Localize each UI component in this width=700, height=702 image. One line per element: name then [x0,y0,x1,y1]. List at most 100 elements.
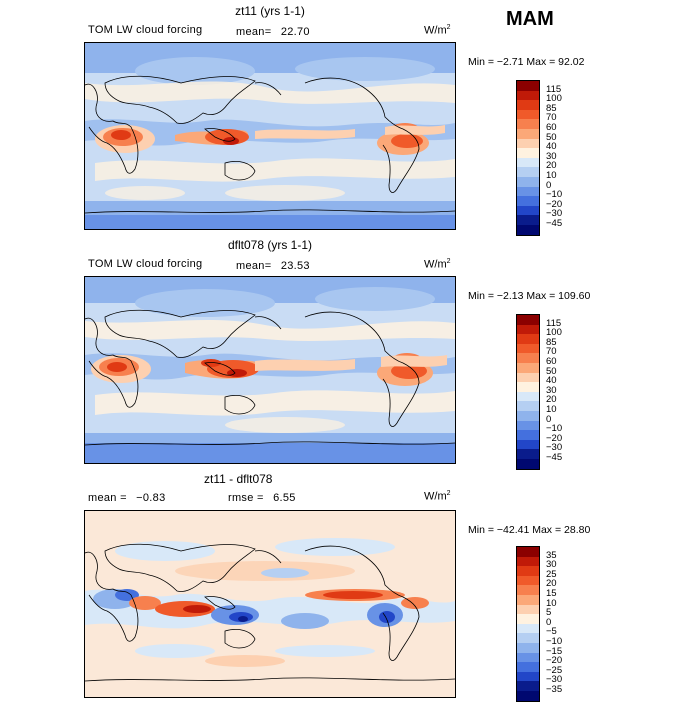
colorbar-swatch [517,681,539,691]
colorbar-tick-label: 20 [546,160,557,172]
colorbar-tick-label: −20 [546,432,563,444]
season-label: MAM [506,8,554,30]
colorbar-swatch [517,671,539,682]
panel-1-colorbar [516,80,540,236]
colorbar-swatch [517,353,539,363]
colorbar-swatch [517,614,539,624]
colorbar-swatch [517,372,539,383]
colorbar-tick-label: 50 [546,131,557,143]
colorbar-swatch [517,119,539,129]
colorbar-swatch [517,585,539,595]
panel-3-mean-label: mean = [88,492,127,504]
panel-2-minmax: Min = −2.13 Max = 109.60 [468,290,591,302]
colorbar-tick-label: 100 [546,327,562,339]
colorbar-tick-label: −10 [546,636,563,647]
panel-3-mean-value: −0.83 [136,492,166,504]
panel-1-units: W/m2 [424,24,451,37]
panel-1-title: zt11 (yrs 1-1) [235,4,305,18]
colorbar-tick-label: −30 [546,208,563,220]
colorbar-tick-label: 30 [546,150,557,162]
colorbar-tick-label: 30 [546,559,557,571]
colorbar-swatch [517,633,539,643]
colorbar-tick-label: −25 [546,664,563,676]
colorbar-tick-label: −30 [546,674,563,686]
colorbar-tick-label: 60 [546,122,557,133]
panel-3-units: W/m2 [424,490,451,503]
colorbar-swatch [517,176,539,187]
colorbar-swatch [517,186,539,197]
panel-3-rmse-value: 6.55 [273,492,296,504]
colorbar-swatch [517,167,539,177]
colorbar-swatch [517,604,539,615]
panel-2-variable: TOM LW cloud forcing [88,258,203,270]
colorbar-tick-label: 50 [546,365,557,377]
panel-2-map [84,276,456,464]
colorbar-swatch [517,196,539,206]
panel-2-colorbar [516,314,540,470]
panel-2-mean: mean= 23.53 [236,260,310,272]
colorbar-tick-label: 30 [546,384,557,396]
panel-2-mean-value: 23.53 [280,260,310,272]
panel-3-map [84,510,456,698]
colorbar-swatch [517,224,539,235]
colorbar-tick-label: 0 [546,179,552,191]
colorbar-tick-label: 0 [546,413,552,425]
colorbar-tick-label: 40 [546,141,557,153]
panel-3-rmse-label: rmse = [228,492,264,504]
colorbar-swatch [517,575,539,586]
panel-1-mean-label: mean= [236,26,272,38]
colorbar-swatch [517,324,539,335]
panel-3-rmse: rmse = 6.55 [228,492,296,504]
colorbar-tick-label: 115 [546,83,562,95]
colorbar-tick-label: 70 [546,346,557,358]
colorbar-swatch [517,100,539,110]
colorbar-tick-label: 100 [546,93,562,105]
colorbar-swatch [517,81,539,91]
panel-3-colorbar [516,546,540,702]
colorbar-tick-label: −15 [546,645,563,657]
colorbar-tick-label: −45 [546,452,563,463]
colorbar-tick-label: −20 [546,198,563,210]
colorbar-swatch [517,547,539,557]
colorbar-tick-label: 0 [546,616,552,628]
colorbar-tick-label: 20 [546,394,557,406]
colorbar-swatch [517,148,539,158]
colorbar-swatch [517,410,539,421]
panel-2-field [85,277,455,463]
colorbar-tick-label: 85 [546,102,557,114]
colorbar-tick-label: −10 [546,423,563,435]
colorbar-tick-label: 35 [546,549,557,561]
colorbar-tick-label: 70 [546,112,557,124]
panel-3-field [85,511,455,697]
colorbar-tick-label: 115 [546,317,562,329]
panel-2-title: dflt078 (yrs 1-1) [227,238,313,252]
colorbar-tick-label: −45 [546,218,563,229]
panel-1-minmax: Min = −2.71 Max = 92.02 [468,56,585,68]
panel-1-variable: TOM LW cloud forcing [88,24,203,36]
colorbar-tick-label: −10 [546,189,563,201]
colorbar-tick-label: −20 [546,655,563,667]
colorbar-swatch [517,623,539,634]
colorbar-tick-label: −5 [546,626,557,638]
colorbar-tick-label: 85 [546,336,557,348]
colorbar-swatch [517,594,539,605]
colorbar-swatch [517,642,539,653]
colorbar-tick-label: 15 [546,588,557,599]
panel-1-map [84,42,456,230]
colorbar-swatch [517,382,539,392]
colorbar-swatch [517,401,539,411]
colorbar-swatch [517,566,539,576]
colorbar-tick-label: −30 [546,442,563,454]
panel-1-mean-value: 22.70 [280,26,310,38]
panel-1-mean: mean= 22.70 [236,26,310,38]
colorbar-tick-label: −35 [546,684,563,695]
panel-3-minmax: Min = −42.41 Max = 28.80 [468,524,591,536]
colorbar-swatch [517,690,539,701]
colorbar-tick-label: 10 [546,597,557,609]
panel-3-title: zt11 - dflt078 [204,472,273,486]
colorbar-swatch [517,556,539,567]
colorbar-swatch [517,652,539,663]
colorbar-swatch [517,362,539,373]
colorbar-swatch [517,138,539,149]
colorbar-swatch [517,458,539,469]
